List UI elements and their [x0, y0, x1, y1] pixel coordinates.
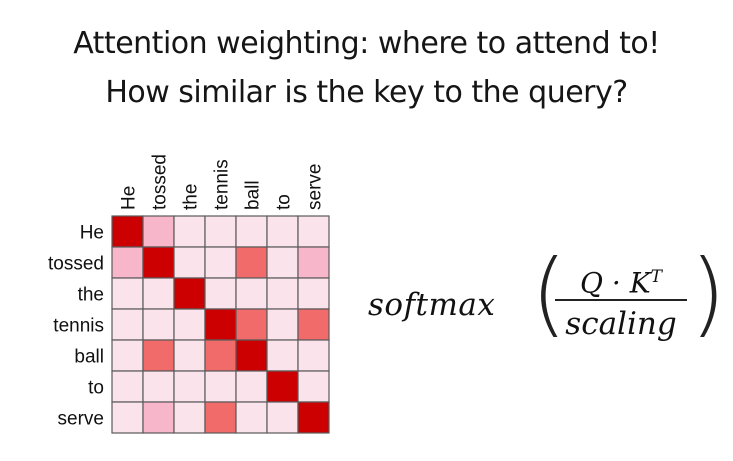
attention-cell-he-he: [111, 215, 144, 248]
row-label-tossed: tossed: [48, 254, 104, 275]
attention-cell-ball-tossed: [142, 339, 175, 372]
fraction-bar: [555, 299, 687, 301]
attention-cell-the-he: [111, 277, 144, 310]
attention-cell-the-ball: [235, 277, 268, 310]
attention-cell-tossed-the: [173, 246, 206, 279]
softmax-label: softmax: [368, 287, 496, 323]
attention-cell-to-ball: [235, 370, 268, 403]
column-label-ball: ball: [243, 180, 264, 210]
attention-cell-serve-he: [111, 401, 144, 434]
attention-cell-the-tossed: [142, 277, 175, 310]
attention-cell-he-to: [266, 215, 299, 248]
row-label-tennis: tennis: [53, 316, 104, 337]
numerator-superscript: T: [650, 267, 662, 287]
title-line-2: How similar is the key to the query?: [105, 75, 628, 110]
column-label-to: to: [274, 194, 295, 210]
attention-cell-tennis-tennis: [204, 308, 237, 341]
attention-cell-he-the: [173, 215, 206, 248]
attention-cell-ball-the: [173, 339, 206, 372]
attention-cell-ball-ball: [235, 339, 268, 372]
attention-cell-tossed-tossed: [142, 246, 175, 279]
title-line-1: Attention weighting: where to attend to!: [73, 26, 660, 61]
attention-cell-tossed-he: [111, 246, 144, 279]
left-paren: (: [531, 240, 567, 347]
attention-cell-he-ball: [235, 215, 268, 248]
attention-cell-tennis-to: [266, 308, 299, 341]
attention-formula: softmax ( Q · KT scaling ): [368, 248, 726, 374]
attention-cell-tossed-to: [266, 246, 299, 279]
attention-cell-he-tossed: [142, 215, 175, 248]
attention-cell-the-to: [266, 277, 299, 310]
attention-cell-tennis-ball: [235, 308, 268, 341]
row-label-to: to: [88, 378, 104, 399]
attention-cell-tossed-tennis: [204, 246, 237, 279]
attention-cell-tossed-serve: [297, 246, 330, 279]
right-paren: ): [690, 240, 726, 347]
attention-cell-ball-tennis: [204, 339, 237, 372]
attention-cell-serve-ball: [235, 401, 268, 434]
attention-cell-ball-serve: [297, 339, 330, 372]
attention-cell-tennis-tossed: [142, 308, 175, 341]
row-label-serve: serve: [58, 409, 104, 430]
attention-cell-serve-tossed: [142, 401, 175, 434]
attention-cell-tossed-ball: [235, 246, 268, 279]
attention-cell-ball-he: [111, 339, 144, 372]
row-label-the: the: [78, 285, 104, 306]
attention-cell-to-the: [173, 370, 206, 403]
fraction: Q · KT scaling: [555, 258, 687, 343]
column-label-he: He: [119, 186, 140, 210]
column-label-tennis: tennis: [212, 159, 233, 210]
column-label-the: the: [181, 184, 202, 210]
attention-cell-to-serve: [297, 370, 330, 403]
attention-cell-serve-tennis: [204, 401, 237, 434]
numerator: Q · KT: [555, 258, 687, 300]
attention-cell-he-serve: [297, 215, 330, 248]
attention-cell-to-to: [266, 370, 299, 403]
numerator-base: Q · K: [580, 266, 651, 300]
row-label-he: He: [80, 223, 104, 244]
column-label-tossed: tossed: [150, 154, 171, 210]
attention-cell-serve-serve: [297, 401, 330, 434]
attention-cell-tennis-serve: [297, 308, 330, 341]
attention-cell-to-tossed: [142, 370, 175, 403]
column-label-serve: serve: [305, 164, 326, 210]
attention-cell-the-the: [173, 277, 206, 310]
row-label-ball: ball: [74, 347, 104, 368]
attention-cell-to-he: [111, 370, 144, 403]
attention-cell-serve-to: [266, 401, 299, 434]
attention-cell-serve-the: [173, 401, 206, 434]
attention-cell-to-tennis: [204, 370, 237, 403]
attention-cell-the-tennis: [204, 277, 237, 310]
attention-cell-tennis-he: [111, 308, 144, 341]
attention-cell-the-serve: [297, 277, 330, 310]
attention-cell-he-tennis: [204, 215, 237, 248]
denominator: scaling: [565, 306, 677, 342]
attention-cell-ball-to: [266, 339, 299, 372]
attention-cell-tennis-the: [173, 308, 206, 341]
